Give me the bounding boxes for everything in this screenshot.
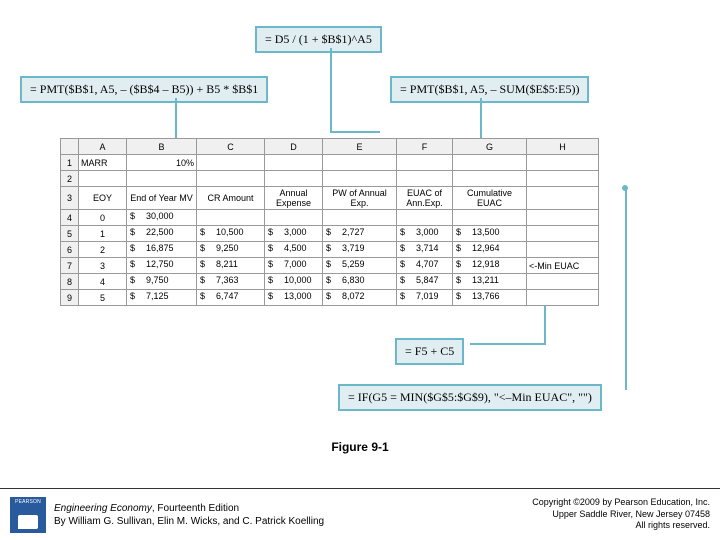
table-row: 95$7,125$6,747$13,000$8,072$7,019$13,766	[61, 290, 599, 306]
hdr-B: End of Year MV	[127, 187, 197, 210]
hdr-F: EUAC of Ann.Exp.	[397, 187, 453, 210]
formula-top: = D5 / (1 + $B$1)^A5	[255, 26, 382, 53]
copyright-line3: All rights reserved.	[532, 520, 710, 532]
row-3-headers: 3 EOY End of Year MV CR Amount Annual Ex…	[61, 187, 599, 210]
copyright: Copyright ©2009 by Pearson Education, In…	[532, 497, 710, 532]
row-2: 2	[61, 171, 599, 187]
cell-B1: 10%	[127, 155, 197, 171]
book-authors: By William G. Sullivan, Elin M. Wicks, a…	[54, 515, 324, 528]
table-row: 51$22,500$10,500$3,000$2,727$3,000$13,50…	[61, 226, 599, 242]
connector-top-to-D	[330, 48, 332, 133]
table-row: 84$9,750$7,363$10,000$6,830$5,847$13,211	[61, 274, 599, 290]
col-H: H	[527, 139, 599, 155]
table-row: 73$12,750$8,211$7,000$5,259$4,707$12,918…	[61, 258, 599, 274]
formula-right: = PMT($B$1, A5, – SUM($E$5:E5))	[390, 76, 589, 103]
col-G: G	[453, 139, 527, 155]
hdr-G: Cumulative EUAC	[453, 187, 527, 210]
book-title: Engineering Economy	[54, 503, 152, 514]
col-B: B	[127, 139, 197, 155]
book-info: Engineering Economy, Fourteenth Edition …	[54, 502, 324, 528]
figure-caption: Figure 9-1	[0, 440, 720, 454]
formula-bottom1: = F5 + C5	[395, 338, 464, 365]
col-C: C	[197, 139, 265, 155]
col-D: D	[265, 139, 323, 155]
hdr-E: PW of Annual Exp.	[323, 187, 397, 210]
hdr-D: Annual Expense	[265, 187, 323, 210]
connector-g-h	[470, 343, 544, 345]
hdr-A: EOY	[79, 187, 127, 210]
column-header-row: A B C D E F G H	[61, 139, 599, 155]
connector-h-v	[625, 188, 627, 390]
cell-A1: MARR	[79, 155, 127, 171]
hdr-H	[527, 187, 599, 210]
col-F: F	[397, 139, 453, 155]
table-row: 62$16,875$9,250$4,500$3,719$3,714$12,964	[61, 242, 599, 258]
spreadsheet-table: A B C D E F G H 1 MARR 10% 2 3 EOY End o…	[60, 138, 599, 306]
formula-bottom2: = IF(G5 = MIN($G$5:$G$9), "<–Min EUAC", …	[338, 384, 602, 411]
footer: Engineering Economy, Fourteenth Edition …	[0, 488, 720, 540]
formula-left: = PMT($B$1, A5, – ($B$4 – B5)) + B5 * $B…	[20, 76, 268, 103]
col-E: E	[323, 139, 397, 155]
pearson-logo	[10, 497, 46, 533]
hdr-C: CR Amount	[197, 187, 265, 210]
book-edition: , Fourteenth Edition	[152, 503, 239, 514]
corner-cell	[61, 139, 79, 155]
table-row: 40$30,000	[61, 210, 599, 226]
copyright-line2: Upper Saddle River, New Jersey 07458	[532, 509, 710, 521]
row-1: 1 MARR 10%	[61, 155, 599, 171]
copyright-line1: Copyright ©2009 by Pearson Education, In…	[532, 497, 710, 509]
connector-dot-H	[622, 185, 628, 191]
connector-top-h	[330, 131, 380, 133]
col-A: A	[79, 139, 127, 155]
